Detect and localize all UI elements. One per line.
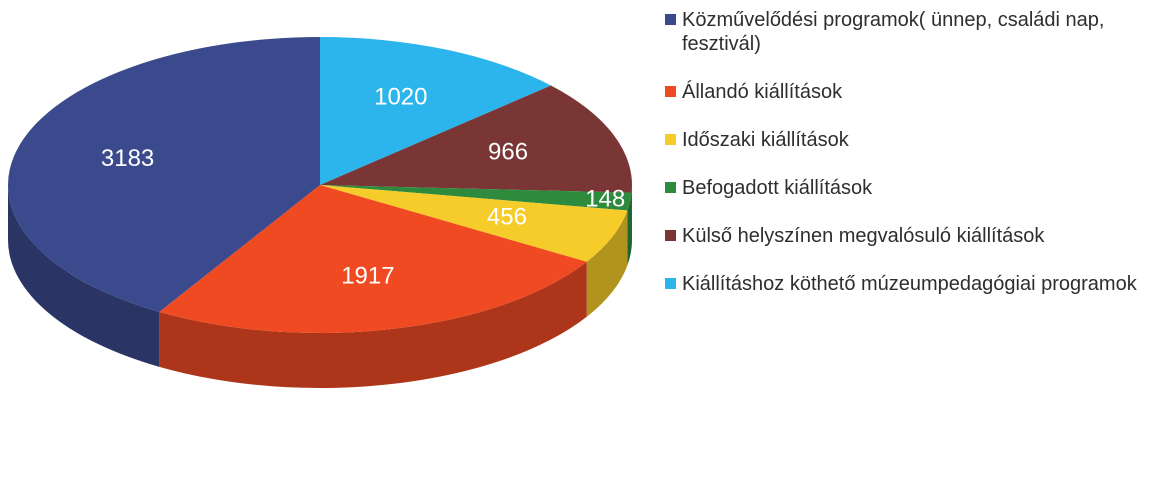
legend-label: Kiállításhoz köthető múzeumpedagógiai pr… [682,273,1137,295]
value-label: 1917 [341,262,394,289]
value-label: 1020 [374,84,427,111]
pie-slice [159,185,587,333]
legend-swatch [665,14,676,25]
legend-label: Állandó kiállítások [682,81,843,103]
pie-side [159,261,587,388]
pie-sides [8,185,632,388]
legend-entry: Külső helyszínen megvalósuló kiállítások [665,224,1155,248]
value-label: 456 [487,204,527,231]
value-labels: 1020 966 148 456 1917 3183 [101,84,625,290]
pie-slice [320,37,551,185]
legend-swatch [665,86,676,97]
value-label: 3183 [101,145,154,172]
legend-entry: Közművelődési programok( ünnep, családi … [665,8,1155,56]
pie-slice [8,37,321,312]
legend-entry: Befogadott kiállítások [665,176,1155,200]
legend-entry: Állandó kiállítások [665,80,1155,104]
value-label: 966 [488,139,528,166]
value-label: 148 [585,186,625,213]
legend-label: Időszaki kiállítások [682,129,849,151]
legend-label: Közművelődési programok( ünnep, családi … [682,9,1105,55]
legend-swatch [665,182,676,193]
legend-swatch [665,230,676,241]
pie-side [627,192,632,266]
pie-side [586,210,628,317]
legend-entry: Kiállításhoz köthető múzeumpedagógiai pr… [665,272,1155,296]
legend-label: Külső helyszínen megvalósuló kiállítások [682,225,1045,247]
legend: Közművelődési programok( ünnep, családi … [665,8,1155,320]
legend-label: Befogadott kiállítások [682,177,873,199]
legend-entry: Időszaki kiállítások [665,128,1155,152]
pie-slice [320,185,628,262]
chart: 1020 966 148 456 1917 3183 [8,37,632,388]
legend-swatch [665,278,676,289]
pie-slice [320,85,632,193]
legend-swatch [665,134,676,145]
pie-side [8,185,160,367]
pie-slice [320,185,632,211]
pie-tops [8,37,632,333]
